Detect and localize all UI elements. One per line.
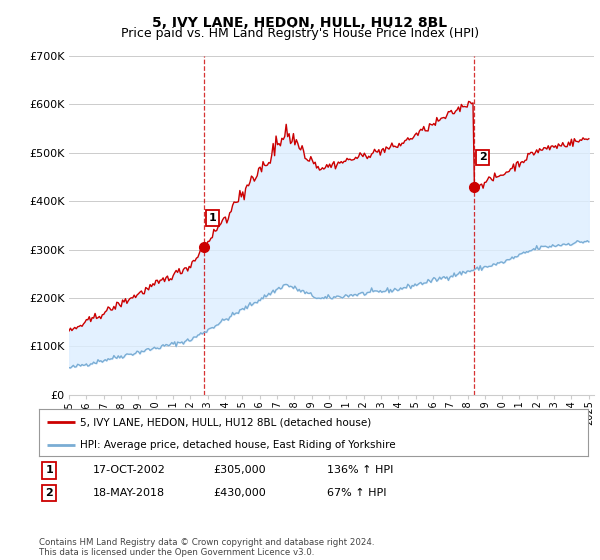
Text: 1: 1 bbox=[46, 465, 53, 475]
Text: 67% ↑ HPI: 67% ↑ HPI bbox=[327, 488, 386, 498]
Text: 136% ↑ HPI: 136% ↑ HPI bbox=[327, 465, 394, 475]
Text: HPI: Average price, detached house, East Riding of Yorkshire: HPI: Average price, detached house, East… bbox=[80, 440, 396, 450]
Text: 18-MAY-2018: 18-MAY-2018 bbox=[93, 488, 165, 498]
Text: 17-OCT-2002: 17-OCT-2002 bbox=[93, 465, 166, 475]
Text: Contains HM Land Registry data © Crown copyright and database right 2024.
This d: Contains HM Land Registry data © Crown c… bbox=[39, 538, 374, 557]
Text: 5, IVY LANE, HEDON, HULL, HU12 8BL (detached house): 5, IVY LANE, HEDON, HULL, HU12 8BL (deta… bbox=[80, 417, 371, 427]
Text: 2: 2 bbox=[479, 152, 487, 162]
Text: £430,000: £430,000 bbox=[213, 488, 266, 498]
Text: Price paid vs. HM Land Registry's House Price Index (HPI): Price paid vs. HM Land Registry's House … bbox=[121, 27, 479, 40]
Text: 5, IVY LANE, HEDON, HULL, HU12 8BL: 5, IVY LANE, HEDON, HULL, HU12 8BL bbox=[152, 16, 448, 30]
Text: 1: 1 bbox=[209, 213, 217, 223]
Text: £305,000: £305,000 bbox=[213, 465, 266, 475]
Text: 2: 2 bbox=[46, 488, 53, 498]
